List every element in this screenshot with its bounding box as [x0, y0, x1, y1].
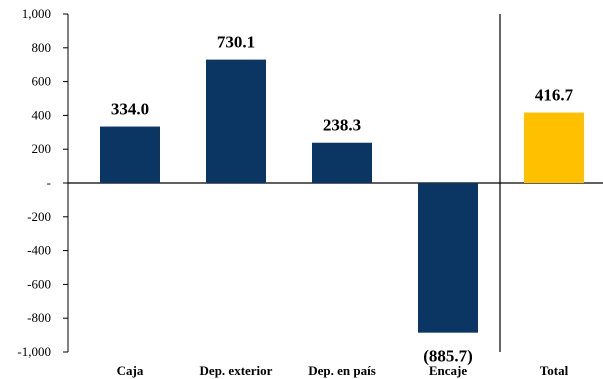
y-tick-label: 400: [32, 107, 52, 122]
bar: [100, 126, 160, 183]
bar: [524, 112, 584, 183]
category-labels: Caja Dep. exterior Dep. en país Encaje Total: [117, 363, 569, 378]
y-tick-label: -200: [27, 209, 51, 224]
y-tick-label: -: [47, 175, 51, 190]
y-axis-ticks: 1,000 800 600 400 200 - -200 -400 -600 -800 -1,000: [17, 6, 68, 359]
y-tick-label: 200: [32, 141, 52, 156]
data-label: 730.1: [217, 33, 255, 52]
y-tick-label: -400: [27, 243, 51, 258]
data-labels: 334.0 730.1 238.3 (885.7) 416.7: [111, 33, 574, 366]
category-label: Encaje: [429, 363, 468, 378]
category-label: Dep. en país: [308, 363, 376, 378]
y-tick-label: 800: [32, 40, 52, 55]
bars: [100, 59, 584, 333]
y-tick-label: -800: [27, 310, 51, 325]
category-label: Dep. exterior: [200, 363, 273, 378]
y-tick-label: -600: [27, 276, 51, 291]
data-label: 416.7: [535, 86, 574, 105]
data-label: 238.3: [323, 116, 361, 135]
y-tick-label: 600: [32, 74, 52, 89]
data-label: 334.0: [111, 100, 149, 119]
category-label: Total: [540, 363, 569, 378]
data-label: (885.7): [423, 347, 473, 366]
bar: [418, 183, 478, 333]
bar: [312, 142, 372, 183]
category-label: Caja: [117, 363, 144, 378]
y-tick-label: 1,000: [22, 6, 51, 21]
bar: [206, 59, 266, 183]
y-tick-label: -1,000: [17, 344, 51, 359]
